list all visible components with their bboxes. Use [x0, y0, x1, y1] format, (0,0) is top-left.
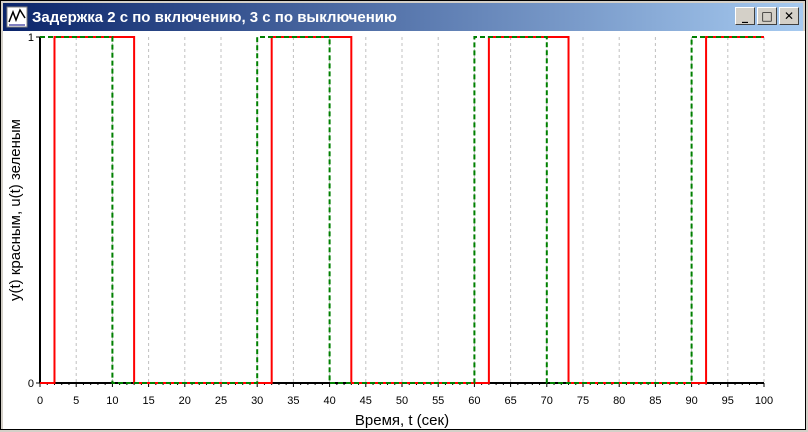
x-tick-label: 100 [755, 395, 773, 407]
x-tick-label: 95 [722, 395, 734, 407]
x-tick-label: 0 [37, 395, 43, 407]
title-bar-buttons: _ □ ✕ [733, 7, 799, 25]
x-tick-label: 90 [685, 395, 697, 407]
close-icon: ✕ [783, 9, 795, 23]
chart: 0 5 10 15 20 25 30 35 40 45 50 55 60 65 70 75 80 85 90 95 10… [7, 32, 773, 429]
title-bar[interactable]: Задержка 2 с по включению, 3 с по выключ… [3, 3, 803, 31]
x-tick-label: 15 [142, 395, 154, 407]
x-tick-label: 30 [251, 395, 263, 407]
y-tick-label: 0 [28, 378, 34, 390]
x-tick-label: 50 [396, 395, 408, 407]
x-tick-label: 65 [504, 395, 516, 407]
x-axis-label: Время, t (сек) [355, 412, 449, 429]
x-tick-label: 40 [323, 395, 335, 407]
x-tick-label: 35 [287, 395, 299, 407]
y-axis-label: y(t) красным, u(t) зеленым [7, 119, 24, 301]
plot-area: 0 5 10 15 20 25 30 35 40 45 50 55 60 65 70 75 80 85 90 95 10… [3, 31, 805, 429]
minimize-button[interactable]: _ [735, 7, 755, 25]
series-layer [40, 36, 764, 384]
close-button[interactable]: ✕ [779, 7, 799, 25]
window-title: Задержка 2 с по включению, 3 с по выключ… [32, 8, 397, 26]
x-tick-label: 5 [73, 395, 79, 407]
maximize-icon: □ [761, 9, 773, 23]
grid [75, 37, 765, 383]
tick-labels: 0 5 10 15 20 25 30 35 40 45 50 55 60 65 70 75 80 85 90 95 10… [28, 32, 773, 407]
x-tick-label: 45 [360, 395, 372, 407]
app-chart-icon[interactable] [6, 6, 28, 28]
axes [36, 36, 765, 387]
x-tick-label: 20 [179, 395, 191, 407]
series-line-1 [40, 36, 764, 384]
x-tick-label: 10 [106, 395, 118, 407]
x-tick-label: 25 [215, 395, 227, 407]
x-tick-label: 70 [541, 395, 553, 407]
minimize-icon: _ [742, 9, 748, 23]
series-line-2 [40, 36, 764, 384]
x-tick-label: 75 [577, 395, 589, 407]
maximize-button[interactable]: □ [757, 7, 777, 25]
x-tick-label: 85 [649, 395, 661, 407]
y-tick-label: 1 [28, 32, 34, 44]
x-tick-label: 80 [613, 395, 625, 407]
x-tick-label: 60 [468, 395, 480, 407]
x-tick-label: 55 [432, 395, 444, 407]
